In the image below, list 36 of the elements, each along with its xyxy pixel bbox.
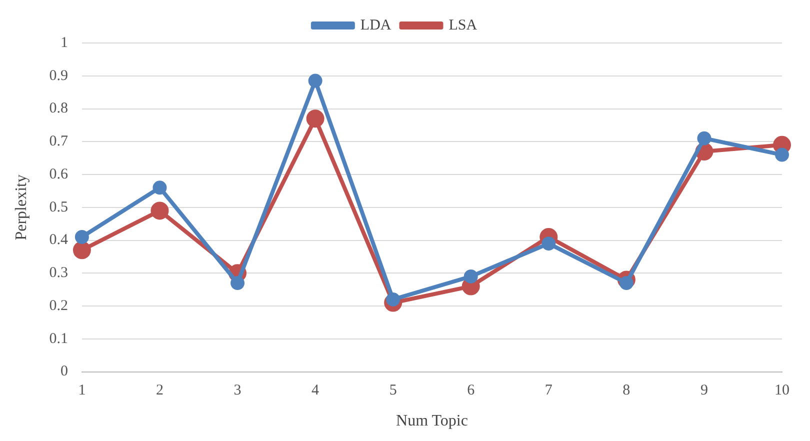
legend-label: LDA [360, 17, 392, 34]
x-tick-label: 6 [467, 382, 476, 399]
point [775, 148, 789, 162]
point [72, 241, 91, 260]
y-tick-label: 0.5 [49, 199, 68, 216]
point [230, 276, 245, 290]
x-tick-label: 10 [774, 382, 790, 399]
x-tick-label: 7 [544, 382, 553, 399]
point [306, 110, 324, 128]
x-tick-label: 1 [78, 382, 86, 399]
point [464, 269, 478, 284]
point [150, 202, 169, 220]
legend-label: LSA [448, 17, 478, 34]
point [74, 230, 89, 244]
y-tick-label: 0.4 [49, 232, 68, 248]
point [697, 131, 712, 146]
y-tick-label: 0.8 [49, 100, 68, 117]
x-tick-label: 8 [622, 382, 630, 399]
y-tick-label: 0.1 [49, 330, 68, 347]
y-tick-label: 0 [60, 364, 68, 380]
x-tick-label: 3 [234, 382, 242, 399]
point [542, 236, 556, 251]
y-axis-title: Perplexity [12, 174, 30, 240]
y-tick-label: 0.3 [49, 265, 68, 282]
y-tick-label: 0.9 [49, 68, 68, 84]
point [308, 74, 322, 88]
y-tick-label: 1 [60, 34, 68, 51]
x-tick-label: 2 [156, 382, 164, 399]
y-tick-label: 0.7 [49, 134, 68, 150]
y-tick-label: 0.2 [49, 298, 68, 314]
x-tick-label: 5 [389, 382, 397, 399]
x-tick-label: 9 [700, 382, 708, 399]
x-tick-label: 4 [312, 382, 320, 399]
y-tick-label: 0.6 [49, 166, 68, 182]
x-axis-title: Num Topic [396, 412, 468, 430]
point [152, 180, 167, 195]
